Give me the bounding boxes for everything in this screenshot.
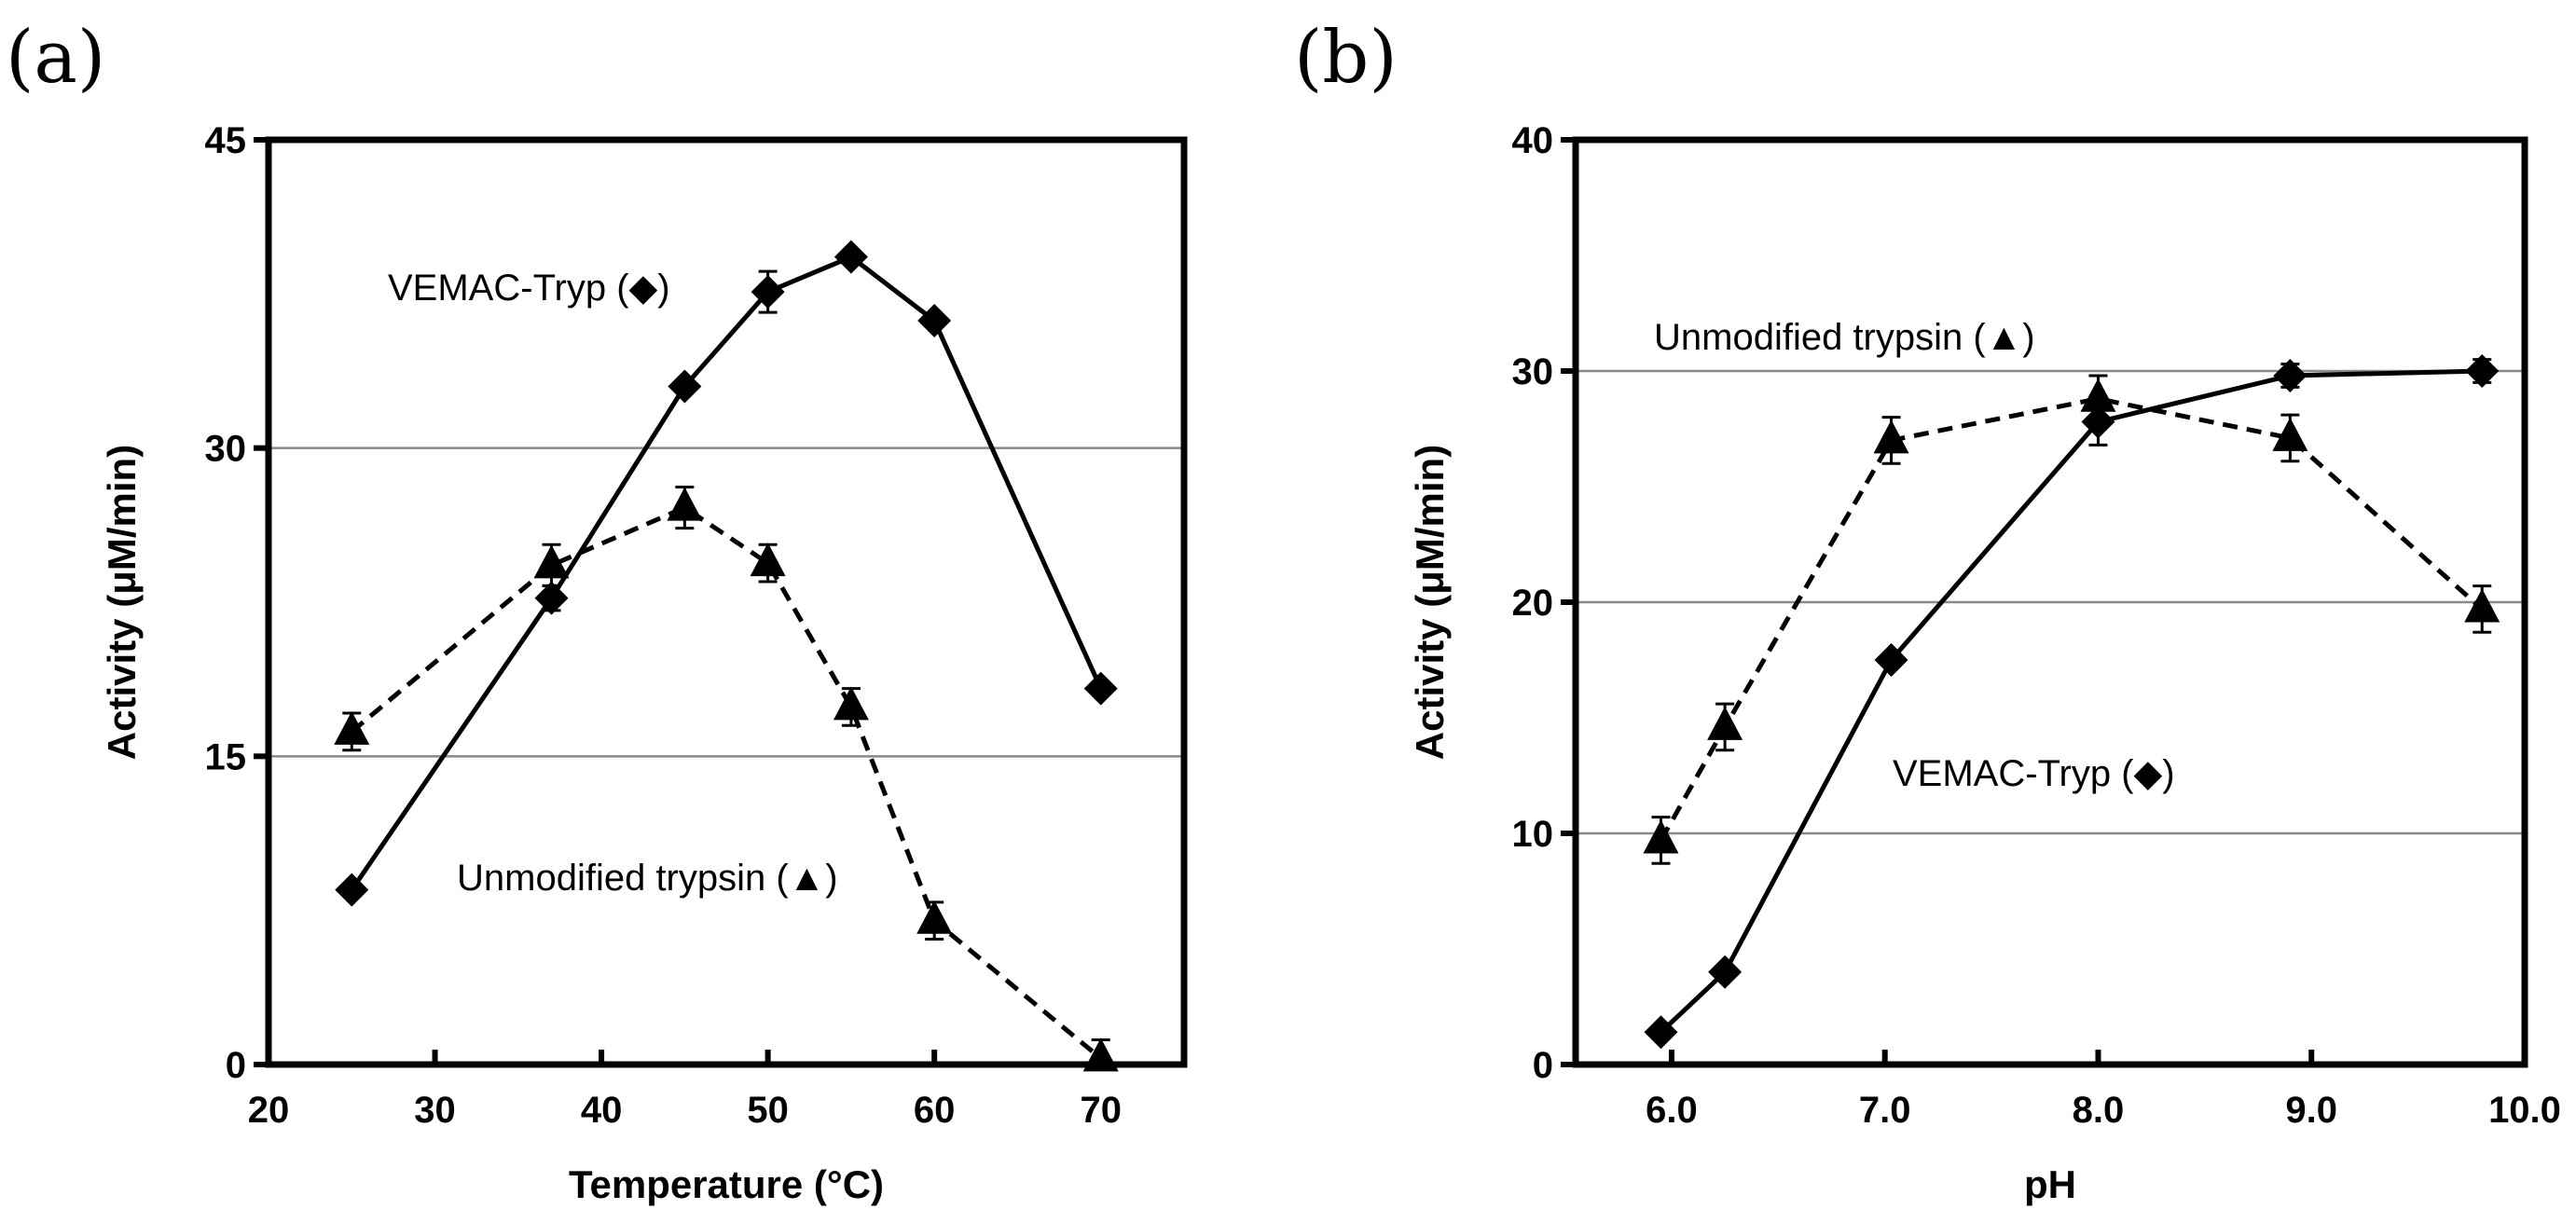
y-tick-label: 10 [1512, 814, 1554, 855]
point-unmodified-trypsin [1643, 819, 1679, 854]
ticks-b: 0 10 20 30 40 6.0 7.0 8.0 9.0 10.0 [1512, 120, 2561, 1131]
point-unmodified-trypsin [2272, 417, 2308, 451]
x-tick-label: 6.0 [1646, 1090, 1698, 1131]
y-tick-label: 40 [1512, 120, 1554, 161]
point-vemac-tryp [534, 581, 569, 615]
x-tick-label: 50 [747, 1090, 789, 1131]
annotation-unmodified-a: Unmodified trypsin (▲) [457, 858, 838, 899]
panel-label-a: (a) [6, 16, 105, 100]
point-unmodified-trypsin [667, 487, 703, 521]
x-tick-label: 60 [914, 1090, 956, 1131]
x-tick-label: 70 [1080, 1090, 1122, 1131]
x-tick-label: 20 [248, 1090, 290, 1131]
point-vemac-tryp [1644, 1015, 1678, 1050]
x-tick-label: 7.0 [1859, 1090, 1911, 1131]
x-axis-title-a: Temperature (°C) [569, 1162, 884, 1206]
point-vemac-tryp [1083, 671, 1118, 706]
plot-frame-a [265, 136, 1188, 1068]
series-line-vemac-tryp [350, 254, 1104, 892]
series-line-unmodified-trypsin [350, 504, 1103, 1061]
y-tick-label: 0 [1533, 1045, 1553, 1086]
point-unmodified-trypsin [833, 686, 869, 721]
x-tick-label: 10.0 [2488, 1090, 2561, 1131]
y-tick-label: 15 [205, 736, 247, 777]
x-tick-label: 9.0 [2285, 1090, 2337, 1131]
series-a [334, 240, 1119, 1072]
x-tick-label: 40 [581, 1090, 623, 1131]
point-vemac-tryp [1708, 955, 1743, 989]
point-unmodified-trypsin [1873, 419, 1909, 454]
panel-label-b: (b) [1294, 16, 1398, 100]
ticks-a: 0 15 30 45 20 30 40 50 60 70 [205, 120, 1122, 1131]
y-tick-label: 30 [1512, 351, 1554, 392]
point-unmodified-trypsin [1707, 706, 1743, 740]
chart-ph: (b) 0 10 20 30 40 6.0 7.0 8.0 9.0 10.0 pH Activit… [1294, 16, 2561, 1206]
y-tick-label: 30 [205, 429, 247, 470]
annotation-unmodified-b: Unmodified trypsin (▲) [1654, 317, 2035, 358]
y-tick-label: 0 [226, 1045, 246, 1086]
point-unmodified-trypsin [334, 710, 370, 745]
point-vemac-tryp [335, 873, 369, 907]
point-unmodified-trypsin [533, 544, 570, 579]
point-unmodified-trypsin [2080, 378, 2116, 412]
y-axis-title-a: Activity (μM/min) [100, 445, 144, 760]
y-axis-title-b: Activity (μM/min) [1408, 445, 1452, 760]
point-unmodified-trypsin [750, 543, 786, 577]
point-unmodified-trypsin [916, 900, 953, 934]
annotation-vemac-a: VEMAC-Tryp (◆) [388, 268, 670, 309]
gridlines-b [1576, 369, 2525, 835]
point-vemac-tryp [2465, 354, 2500, 388]
chart-temperature: (a) 0 15 30 45 20 30 40 50 60 70 Temperature (°C)… [6, 16, 1188, 1206]
point-vemac-tryp [2273, 358, 2307, 392]
series-line-unmodified-trypsin [1659, 396, 2484, 842]
y-tick-label: 20 [1512, 583, 1554, 624]
point-vemac-tryp [1874, 643, 1908, 677]
point-vemac-tryp [751, 275, 785, 309]
point-vemac-tryp [833, 240, 868, 274]
point-vemac-tryp [917, 303, 952, 337]
point-vemac-tryp [668, 369, 702, 404]
x-axis-title-b: pH [2024, 1162, 2076, 1206]
series-line-vemac-tryp [1659, 368, 2483, 1035]
point-unmodified-trypsin [2464, 588, 2500, 623]
x-tick-label: 30 [414, 1090, 456, 1131]
series-b [1643, 354, 2500, 1050]
y-tick-label: 45 [205, 120, 247, 161]
x-tick-label: 8.0 [2073, 1090, 2125, 1131]
gridlines-a [269, 447, 1184, 758]
annotation-vemac-b: VEMAC-Tryp (◆) [1893, 753, 2175, 794]
